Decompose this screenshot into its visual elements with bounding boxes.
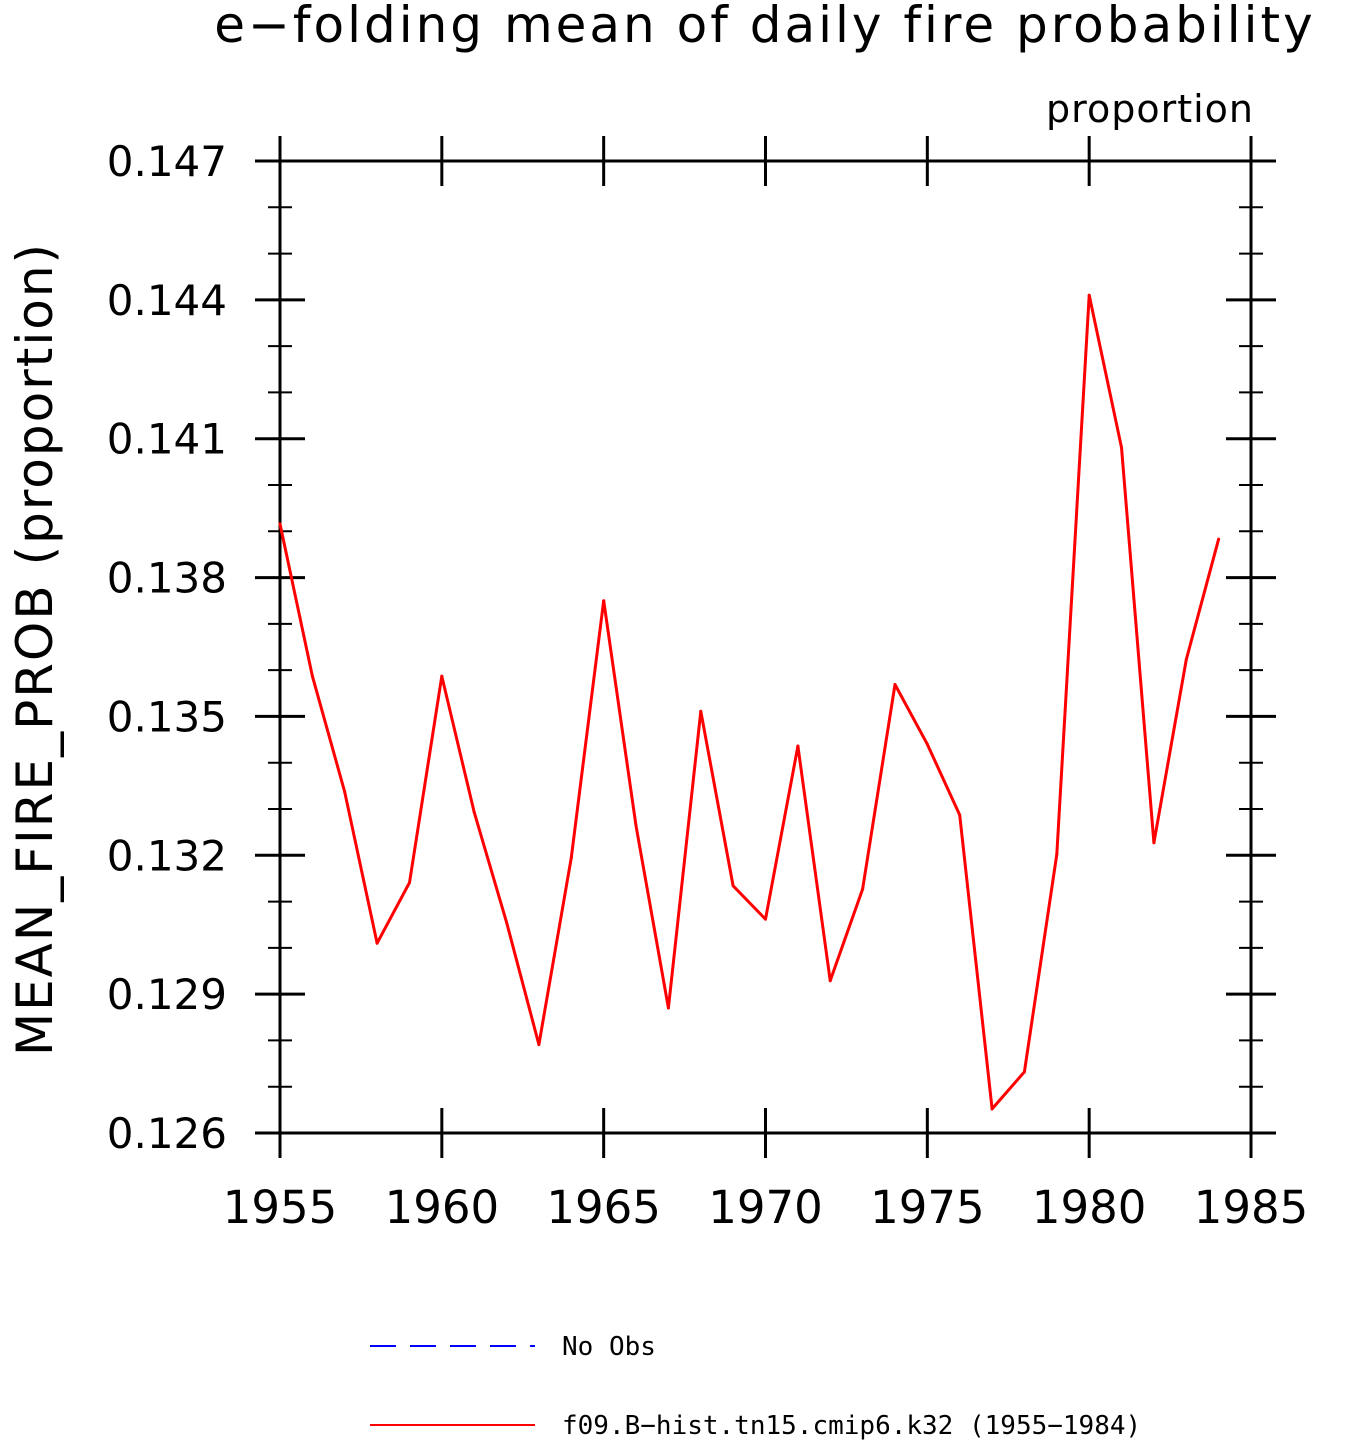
data-point [505,920,509,924]
x-tick-label: 1985 [1194,1181,1309,1234]
data-point [1184,657,1188,661]
data-point [1087,293,1091,297]
data-point [990,1107,994,1111]
y-axis-label: MEAN_FIRE_PROB (proportion) [6,242,64,1056]
data-point [731,884,735,888]
x-tick-label: 1965 [546,1181,661,1234]
y-tick-label: 0.141 [107,415,227,464]
axis-ticks: 0.126 0.129 0.132 0.135 0.138 0.141 0.144 0.147… [107,136,1309,1234]
x-tick-label: 1960 [385,1181,500,1234]
series-layer [278,293,1221,1111]
x-tick-label: 1970 [708,1181,823,1234]
data-point [569,856,573,860]
x-tick-label: 1975 [870,1181,985,1234]
legend: No Obs f09.B−hist.tn15.cmip6.k32 (1955−1… [370,1332,1141,1441]
data-point [375,941,379,945]
data-point [1217,537,1221,541]
y-tick-label: 0.138 [107,554,227,603]
data-point [1120,446,1124,450]
data-point [407,881,411,885]
y-tick-label: 0.144 [107,276,227,325]
legend-label-model: f09.B−hist.tn15.cmip6.k32 (1955−1984) [562,1411,1141,1441]
data-point [278,522,282,526]
data-point [925,742,929,746]
data-point [310,674,314,678]
data-point [1152,841,1156,845]
y-tick-label: 0.135 [107,692,227,741]
x-tick-label: 1980 [1032,1181,1147,1234]
data-point [958,813,962,817]
data-point [537,1043,541,1047]
y-tick-label: 0.132 [107,831,227,880]
x-tick-label: 1955 [223,1181,338,1234]
y-tick-label: 0.147 [107,137,227,186]
chart-title: e−folding mean of daily fire probability [214,0,1316,54]
data-point [666,1006,670,1010]
data-point [1055,852,1059,856]
data-point [893,682,897,686]
data-point [343,790,347,794]
data-point [699,709,703,713]
plot-frame [278,159,1253,1135]
y-tick-label: 0.126 [107,1109,227,1158]
data-point [472,810,476,814]
data-point [828,979,832,983]
y-tick-label: 0.129 [107,970,227,1019]
chart-subtitle: proportion [1046,87,1254,131]
data-point [634,824,638,828]
legend-label-no-obs: No Obs [562,1332,656,1362]
data-point [602,599,606,603]
data-point [440,674,444,678]
data-point [764,917,767,921]
data-point [796,744,800,748]
data-point [861,887,865,891]
series-line-0 [278,293,1221,1111]
data-point [1022,1070,1026,1074]
